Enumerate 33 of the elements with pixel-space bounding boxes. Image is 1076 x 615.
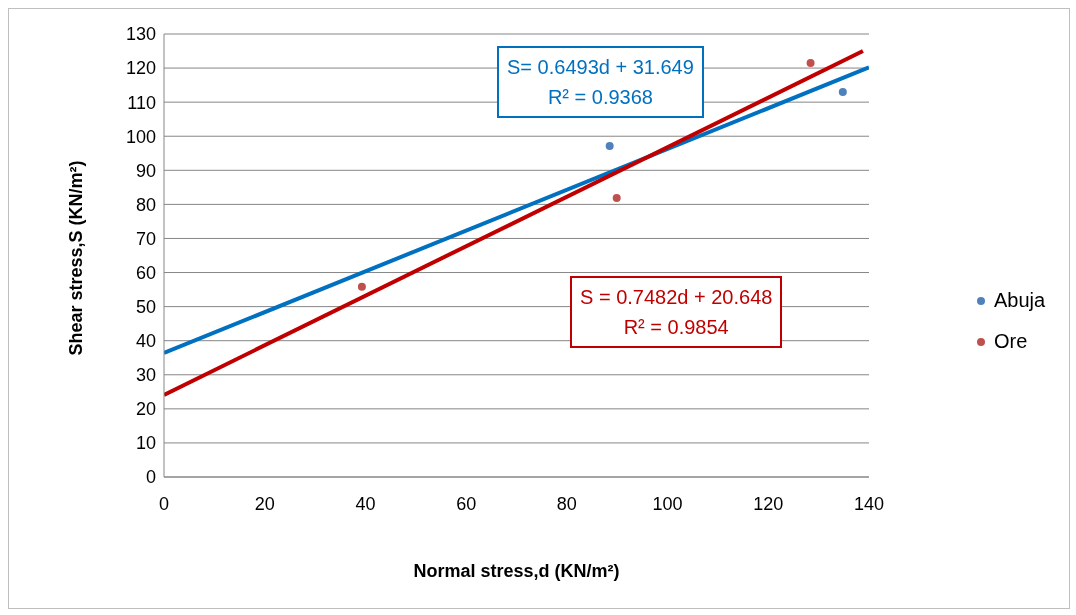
point bbox=[605, 142, 614, 151]
y-tick-label: 90 bbox=[135, 160, 156, 181]
point bbox=[806, 58, 815, 67]
x-tick-label: 100 bbox=[652, 493, 683, 514]
point bbox=[838, 87, 847, 96]
x-tick-label: 20 bbox=[254, 493, 275, 514]
y-tick-label: 50 bbox=[135, 297, 156, 318]
y-tick-label: 20 bbox=[135, 399, 156, 420]
x-tick-label: 0 bbox=[158, 493, 170, 514]
annotation: S = 0.7482d + 20.648 R² = 0.9854 bbox=[570, 276, 783, 348]
y-tick-label: 40 bbox=[135, 331, 156, 352]
y-tick-label: 10 bbox=[135, 433, 156, 454]
y-tick-label: 130 bbox=[125, 24, 156, 45]
y-tick-label: 0 bbox=[145, 467, 156, 488]
annotation: S= 0.6493d + 31.649 R² = 0.9368 bbox=[497, 46, 704, 118]
y-tick-label: 30 bbox=[135, 365, 156, 386]
x-tick-label: 40 bbox=[355, 493, 376, 514]
x-tick-label: 80 bbox=[556, 493, 577, 514]
y-tick-label: 100 bbox=[125, 126, 156, 147]
y-tick-label: 120 bbox=[125, 58, 156, 79]
point bbox=[612, 193, 621, 202]
legend-label: Abuja bbox=[994, 289, 1046, 312]
y-tick-label: 110 bbox=[127, 92, 156, 113]
x-tick-label: 140 bbox=[853, 493, 885, 514]
x-tick-label: 120 bbox=[753, 493, 784, 514]
y-tick-label: 80 bbox=[135, 194, 156, 215]
point bbox=[357, 282, 366, 291]
y-axis-title: Shear stress,S (KN/m²) bbox=[66, 160, 87, 356]
legend-label: Ore bbox=[994, 330, 1028, 353]
x-tick-label: 60 bbox=[456, 493, 477, 514]
y-tick-label: 60 bbox=[135, 262, 156, 283]
y-tick-label: 70 bbox=[135, 228, 156, 249]
x-axis-title: Normal stress,d (KN/m²) bbox=[413, 561, 620, 581]
